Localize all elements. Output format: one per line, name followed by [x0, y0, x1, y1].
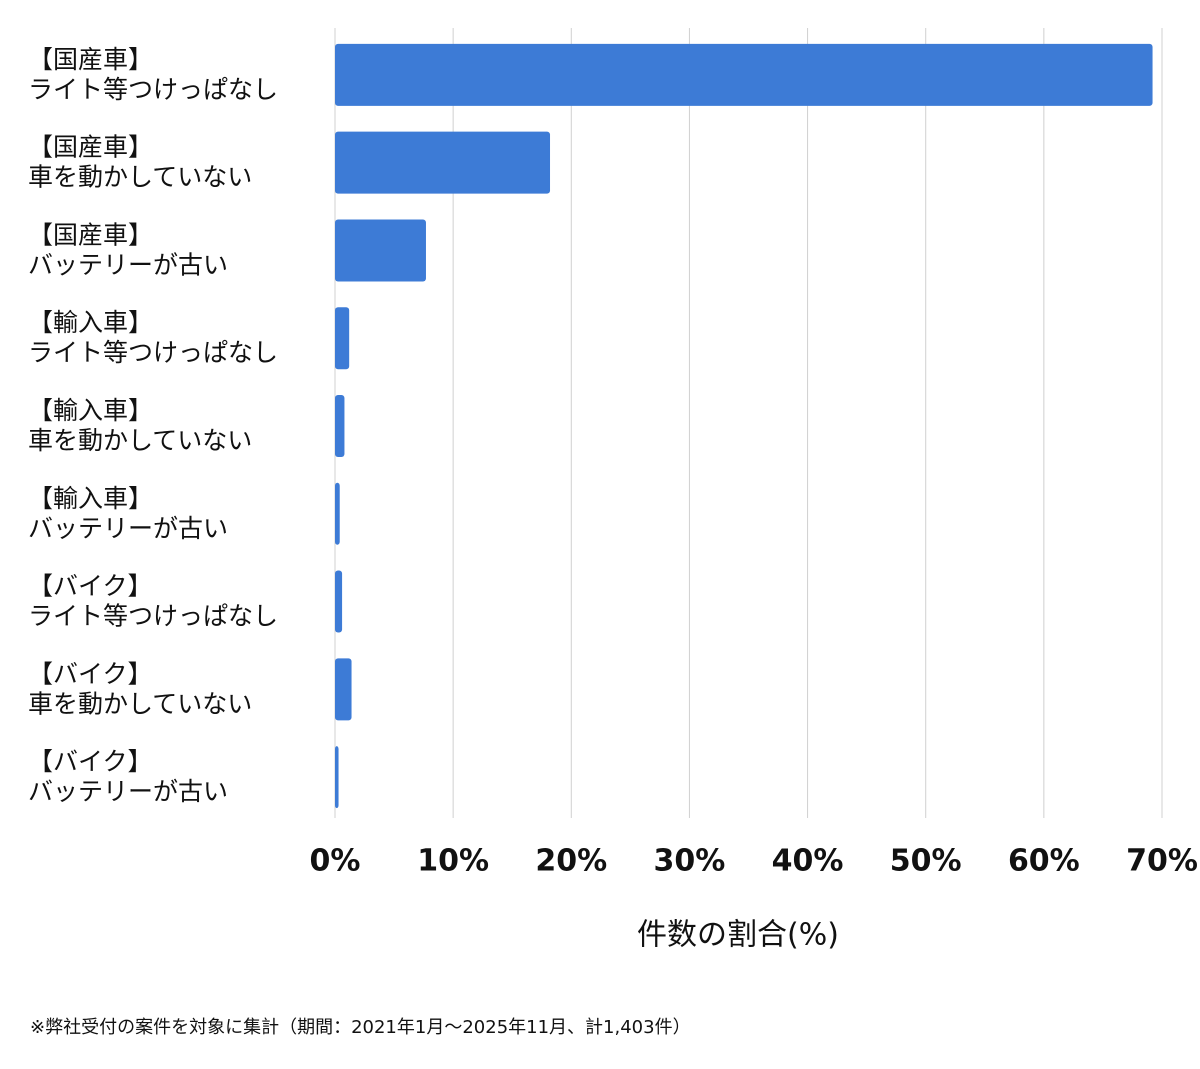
y-tick-label: 【バイク】 — [28, 572, 153, 601]
y-tick-label: 車を動かしていない — [28, 689, 252, 718]
bar — [335, 219, 426, 282]
y-tick-label: 【輸入車】 — [28, 308, 153, 337]
y-tick-label: 【国産車】 — [28, 220, 153, 249]
x-tick-label: 20% — [535, 844, 607, 879]
x-tick-label: 50% — [890, 844, 962, 879]
y-tick-label: 【国産車】 — [28, 133, 153, 162]
y-tick-label: ライト等つけっぱなし — [28, 338, 278, 367]
y-tick-label: バッテリーが古い — [28, 250, 228, 279]
y-tick-label: ライト等つけっぱなし — [28, 75, 278, 104]
y-tick-label: 【バイク】 — [28, 747, 153, 776]
bar — [335, 482, 340, 545]
y-tick-label: ライト等つけっぱなし — [28, 602, 278, 631]
bar — [335, 746, 339, 809]
y-tick-label: バッテリーが古い — [28, 514, 228, 543]
y-tick-label: 【輸入車】 — [28, 484, 153, 513]
x-axis-title: 件数の割合(%) — [637, 918, 839, 953]
x-tick-label: 30% — [654, 844, 726, 879]
y-tick-label: 【輸入車】 — [28, 396, 153, 425]
footnote: ※弊社受付の案件を対象に集計（期間：2021年1月〜2025年11月、計1,40… — [30, 1017, 691, 1038]
bar — [335, 131, 551, 194]
x-tick-label: 40% — [772, 844, 844, 879]
bar — [335, 307, 350, 370]
y-tick-label: 【国産車】 — [28, 45, 153, 74]
x-tick-label: 0% — [310, 844, 361, 879]
bar — [335, 658, 352, 721]
y-tick-label: バッテリーが古い — [28, 777, 228, 806]
x-tick-label: 70% — [1126, 844, 1198, 879]
y-tick-label: 【バイク】 — [28, 659, 153, 688]
bar — [335, 570, 343, 633]
bar — [335, 395, 345, 457]
bar — [335, 43, 1153, 106]
x-tick-label: 60% — [1008, 844, 1080, 879]
y-tick-label: 車を動かしていない — [28, 426, 252, 455]
y-tick-label: 車を動かしていない — [28, 163, 252, 192]
x-tick-label: 10% — [417, 844, 489, 879]
